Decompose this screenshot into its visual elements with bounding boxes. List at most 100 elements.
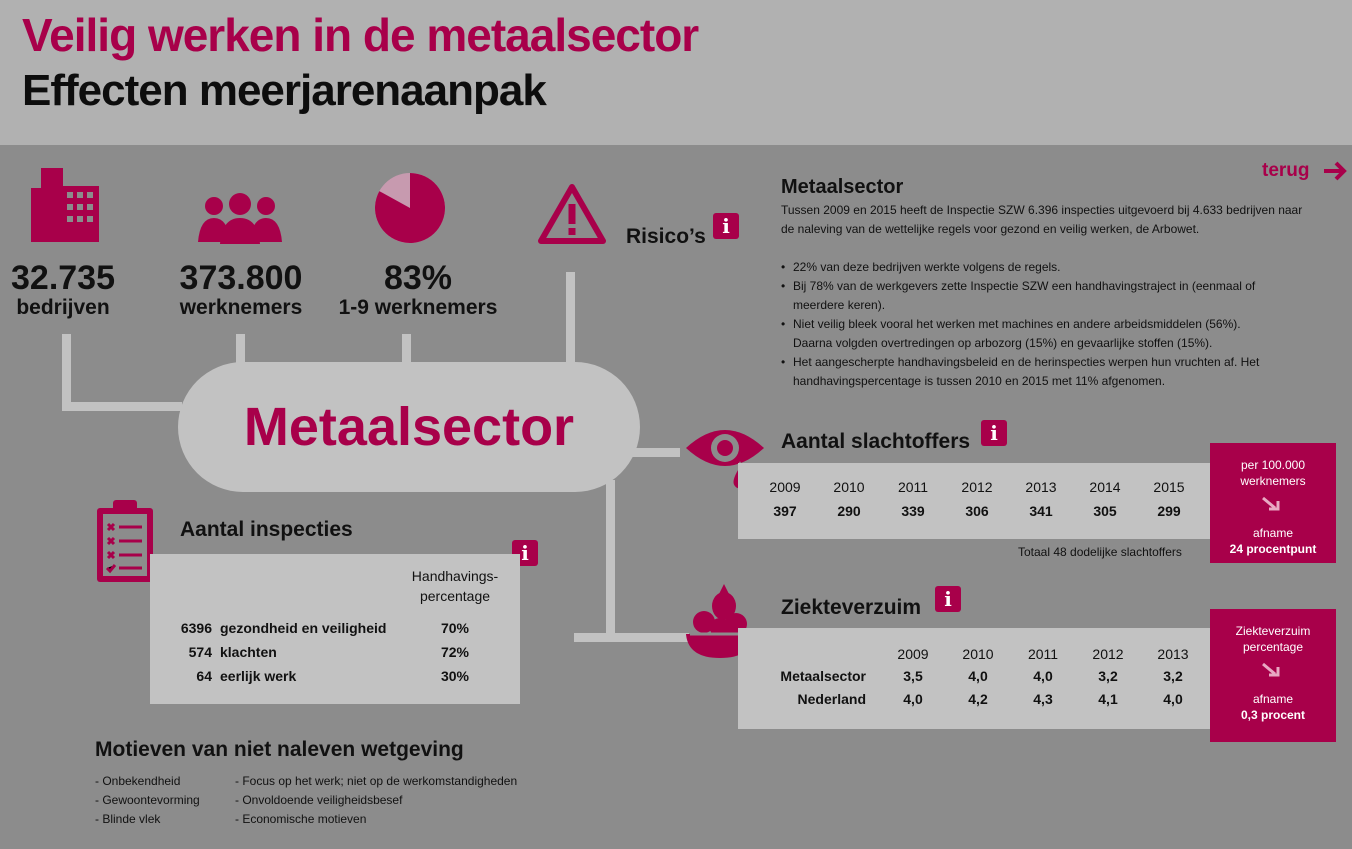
victims-year: 2014 — [1089, 479, 1121, 495]
absence-year: 2012 — [1092, 646, 1124, 662]
stat-value: 83% — [383, 259, 453, 297]
motives-title: Motieven van niet naleven wetgeving — [95, 738, 464, 761]
info-icon-risks[interactable]: i — [713, 213, 739, 239]
absence-row-label: Nederland — [797, 691, 866, 707]
risks-label: Risico’s — [626, 225, 706, 248]
absence-panel: 2009 2010 2011 2012 2013 Metaalsector 3,5 4,0 4,… — [738, 628, 1212, 729]
intro-text: Tussen 2009 en 2015 heeft de Inspectie S… — [781, 203, 1303, 236]
warning-icon — [538, 184, 606, 244]
absence-value: 4,0 — [903, 691, 923, 707]
motive-item: - Gewoontevorming — [95, 793, 200, 807]
bullet-text: Het aangescherpte handhavingsbeleid en d… — [793, 355, 1260, 388]
stat-value: 32.735 — [11, 259, 115, 297]
victims-year: 2012 — [961, 479, 993, 495]
absence-value: 3,5 — [903, 668, 923, 684]
motive-item: - Onbekendheid — [95, 774, 181, 788]
inspections-panel: Handhavings-percentage 6396 gezondheid en… — [150, 554, 520, 704]
motive-item: - Economische motieven — [235, 812, 367, 826]
bullet-text: Bij 78% van de werkgevers zette Inspecti… — [793, 279, 1256, 312]
header-band: Veilig werken in de metaalsector Effecte… — [0, 0, 1352, 145]
info-icon-absence[interactable]: i — [935, 586, 961, 612]
victims-value: 397 — [773, 503, 797, 519]
inspection-label: gezondheid en veiligheid — [220, 620, 387, 636]
connector-line — [62, 334, 71, 410]
inspection-pct: 30% — [440, 668, 470, 684]
absence-year: 2011 — [1027, 646, 1059, 662]
page-title: Veilig werken in de metaalsector — [22, 9, 699, 61]
inspections-title: Aantal inspecties — [180, 518, 353, 541]
motive-item: - Focus op het werk; niet op de werkomst… — [235, 774, 518, 788]
summary-value: 0,3 procent — [1240, 708, 1306, 722]
info-icon-victims[interactable]: i — [981, 420, 1007, 446]
victims-value: 306 — [965, 503, 989, 519]
stat-label: 1-9 werknemers — [338, 296, 498, 319]
victims-year: 2011 — [897, 479, 929, 495]
victims-note: Totaal 48 dodelijke slachtoffers — [1018, 545, 1182, 559]
stat-label: bedrijven — [16, 296, 110, 319]
absence-year: 2009 — [897, 646, 929, 662]
intro-title: Metaalsector — [781, 176, 904, 198]
people-icon — [198, 193, 282, 244]
victims-value: 299 — [1157, 503, 1181, 519]
absence-title: Ziekteverzuim — [781, 596, 922, 619]
motive-item: - Blinde vlek — [95, 812, 161, 826]
summary-value: 24 procentpunt — [1229, 542, 1317, 556]
absence-value: 4,0 — [968, 668, 988, 684]
summary-label: afname — [1252, 526, 1294, 540]
absence-year: 2010 — [962, 646, 994, 662]
absence-year: 2013 — [1157, 646, 1189, 662]
victims-value: 305 — [1093, 503, 1117, 519]
page-subtitle: Effecten meerjarenaanpak — [22, 66, 547, 115]
intro-bullets: • 22% van deze bedrijven werkte volgens d… — [781, 258, 1281, 391]
stat-small-companies: 83% 1-9 werknemers — [328, 260, 508, 320]
connector-line — [630, 448, 680, 457]
connector-line — [62, 402, 182, 411]
hub-pill: Metaalsector — [178, 362, 640, 492]
summary-caption: per 100.000 werknemers — [1240, 458, 1306, 488]
bullet-item: • Bij 78% van de werkgevers zette Inspect… — [781, 277, 1281, 315]
hub-label: Metaalsector — [243, 397, 575, 457]
stat-bedrijven: 32.735 bedrijven — [0, 260, 126, 320]
inspection-count: 574 — [188, 644, 212, 660]
victims-year: 2013 — [1025, 479, 1057, 495]
absence-value: 4,0 — [1033, 668, 1053, 684]
back-link[interactable]: terug — [1262, 160, 1310, 182]
summary-caption: Ziekteverzuim percentage — [1235, 624, 1311, 654]
victims-value: 339 — [901, 503, 925, 519]
back-label: terug — [1262, 160, 1310, 181]
absence-value: 3,2 — [1098, 668, 1118, 684]
connector-line — [402, 334, 411, 366]
connector-line — [566, 272, 575, 366]
victims-year: 2009 — [769, 479, 801, 495]
arrow-right-icon[interactable] — [1322, 160, 1348, 182]
inspections-col-header: Handhavings-percentage — [411, 568, 499, 604]
bullet-text: Niet veilig bleek vooral het werken met … — [793, 317, 1241, 350]
absence-value: 4,0 — [1163, 691, 1183, 707]
victims-year: 2015 — [1153, 479, 1185, 495]
inspection-label: klachten — [220, 644, 277, 660]
building-icon — [31, 168, 99, 242]
inspection-pct: 70% — [440, 620, 470, 636]
stat-werknemers: 373.800 werknemers — [168, 260, 314, 320]
victims-panel: 2009 397 2010 290 2011 339 2012 306 2013 341 2014 3… — [738, 463, 1212, 539]
absence-row-label: Metaalsector — [780, 668, 866, 684]
absence-value: 3,2 — [1163, 668, 1183, 684]
motives-col1: - Onbekendheid - Gewoontevorming - Blind… — [95, 772, 200, 829]
absence-summary: Ziekteverzuim percentage afname 0,3 proc… — [1210, 609, 1336, 742]
decrease-arrow-icon — [1262, 662, 1280, 677]
inspection-pct: 72% — [440, 644, 470, 660]
clipboard-icon — [97, 500, 153, 582]
victims-value: 290 — [837, 503, 861, 519]
connector-line — [606, 480, 615, 642]
pie-icon — [375, 173, 446, 243]
stat-value: 373.800 — [179, 259, 303, 297]
bullet-item: • Niet veilig bleek vooral het werken met… — [781, 315, 1281, 353]
connector-line — [574, 633, 689, 642]
inspection-count: 64 — [196, 668, 212, 684]
absence-value: 4,1 — [1098, 691, 1118, 707]
victims-title: Aantal slachtoffers — [781, 430, 971, 453]
stat-label: werknemers — [179, 296, 303, 319]
inspection-label: eerlijk werk — [220, 668, 297, 684]
motive-item: - Onvoldoende veiligheidsbesef — [235, 793, 403, 807]
summary-label: afname — [1252, 692, 1294, 706]
